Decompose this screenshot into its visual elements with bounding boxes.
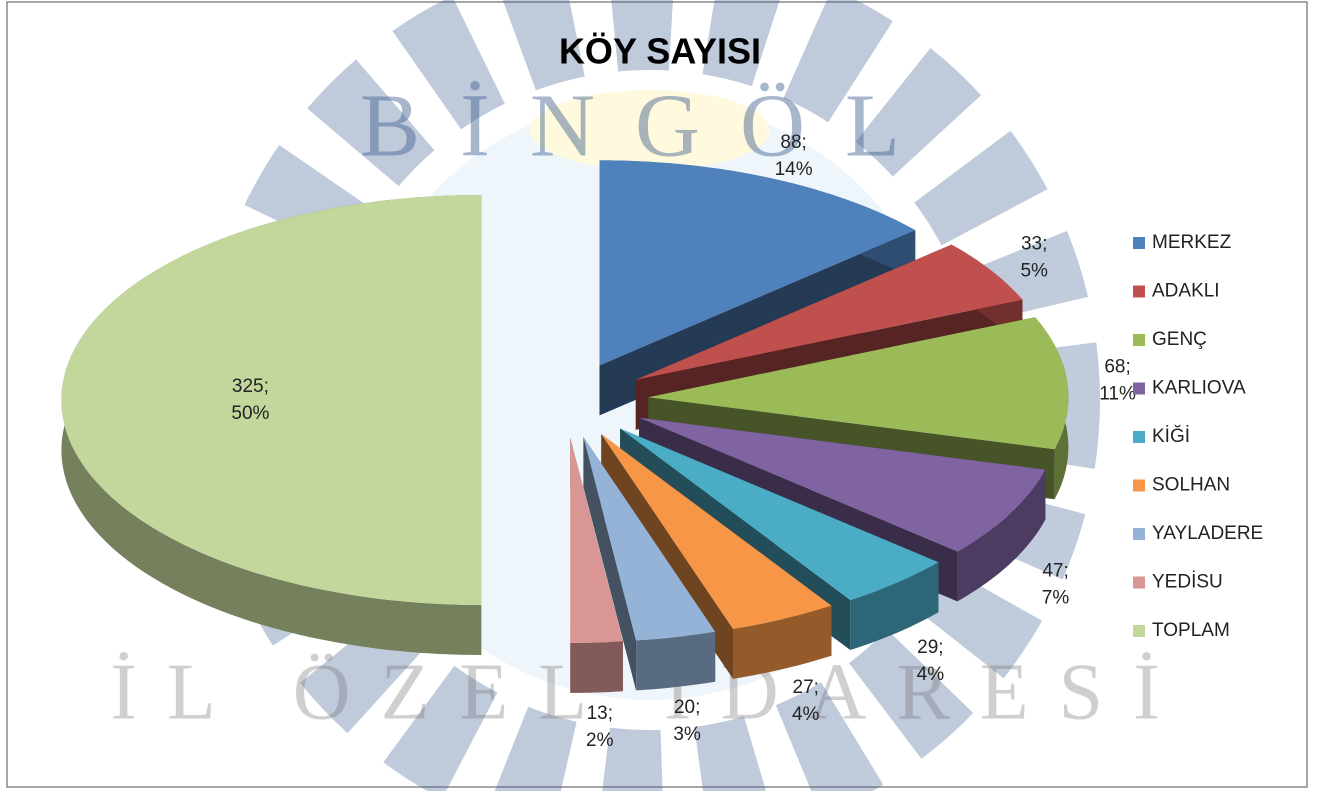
- data-label: 68; 11%: [1099, 357, 1136, 405]
- data-label: 13; 2%: [586, 703, 614, 751]
- data-label: 88; 14%: [775, 132, 813, 180]
- legend-swatch: [1133, 285, 1145, 298]
- legend-swatch: [1133, 334, 1145, 346]
- data-label: 47; 7%: [1042, 560, 1070, 608]
- data-label: 325; 50%: [231, 376, 269, 424]
- legend-label: MERKEZ: [1152, 232, 1232, 253]
- slice-top: [601, 434, 832, 629]
- legend-swatch: [1133, 528, 1145, 540]
- slice-top: [61, 195, 482, 605]
- data-label: 20; 3%: [673, 697, 701, 745]
- data-label: 27; 4%: [792, 677, 820, 725]
- slice-side: [957, 469, 1046, 602]
- slice-wall: [583, 437, 637, 691]
- legend-swatch: [1133, 237, 1145, 249]
- sun: [530, 90, 770, 170]
- slice-top: [635, 244, 1023, 380]
- slice-side: [570, 641, 623, 693]
- slice-top: [583, 437, 716, 641]
- legend-label: TOPLAM: [1152, 620, 1230, 641]
- legend-label: GENÇ: [1152, 329, 1207, 350]
- slice-side: [733, 605, 832, 679]
- slice-top: [599, 160, 916, 366]
- legend-label: KARLIOVA: [1152, 378, 1246, 399]
- chart-title: KÖY SAYISI: [559, 31, 761, 72]
- slice: [570, 437, 623, 693]
- legend-label: ADAKLI: [1152, 281, 1220, 302]
- legend-swatch: [1133, 382, 1145, 395]
- slice: [583, 437, 716, 691]
- data-label: 33; 5%: [1020, 234, 1048, 282]
- slice-top: [648, 317, 1069, 450]
- legend-label: KİĞİ: [1152, 425, 1190, 447]
- watermark-top: BİNGÖL: [360, 77, 940, 176]
- legend-label: SOLHAN: [1152, 475, 1230, 496]
- data-label: 29; 4%: [917, 637, 945, 685]
- legend-label: YEDİSU: [1152, 572, 1223, 593]
- slice-top: [570, 437, 623, 643]
- slice: [61, 195, 482, 655]
- slice-side: [636, 631, 716, 691]
- legend-label: YAYLADERE: [1152, 523, 1263, 544]
- legend-swatch: [1133, 479, 1145, 492]
- slice-top: [639, 417, 1046, 552]
- slice-top: [620, 428, 939, 600]
- legend-swatch: [1133, 576, 1145, 589]
- legend-swatch: [1133, 431, 1145, 443]
- legend-swatch: [1133, 625, 1145, 637]
- slice-side: [850, 562, 939, 650]
